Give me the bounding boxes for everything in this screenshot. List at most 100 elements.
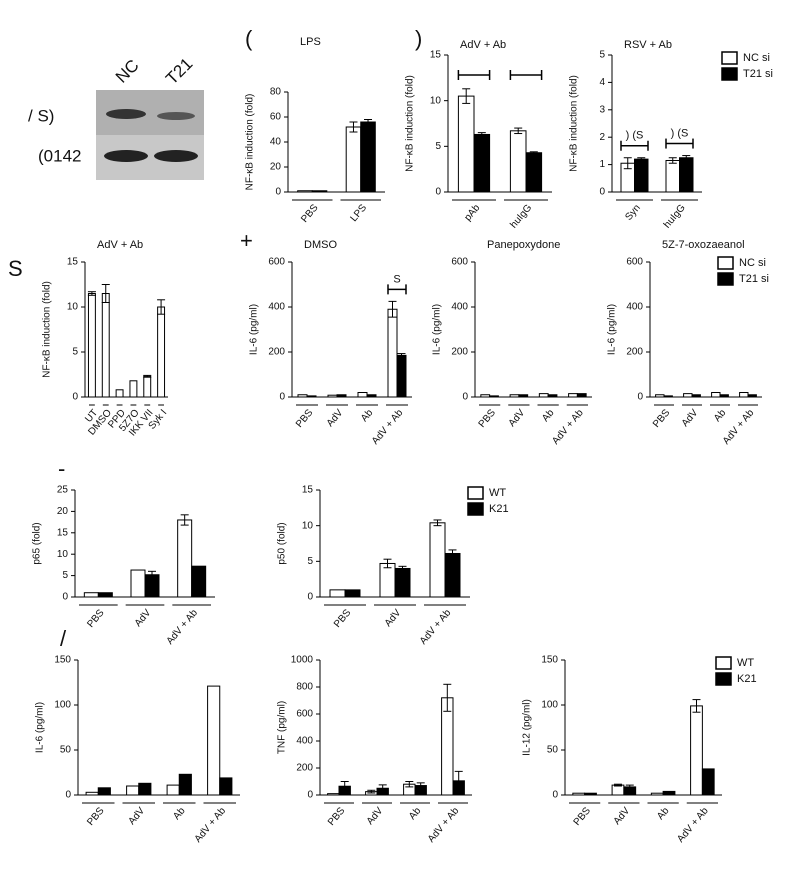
y-tick-label: 15 xyxy=(67,257,79,268)
error-bar xyxy=(405,781,414,788)
chart-panel: p50 (fold) 0 5 10 15 PBS AdV AdV + Ab WT K21 xyxy=(277,485,509,647)
y-tick-label: 400 xyxy=(626,302,643,313)
legend-label: T21 si xyxy=(739,273,769,285)
bar xyxy=(101,293,110,398)
x-tick-label: PBS xyxy=(85,805,107,828)
error-bar xyxy=(454,770,463,791)
y-tick-label: 400 xyxy=(296,736,313,747)
chart-panel: IL-12 (pg/ml) 0 50 100 150 PBS AdV Ab AdV + Ab WT… xyxy=(522,655,757,845)
legend-swatch xyxy=(717,272,734,286)
y-tick-label: 25 xyxy=(57,485,69,496)
y-tick-label: 40 xyxy=(270,137,282,148)
bar xyxy=(547,394,558,398)
chart-panel: Panepoxydone IL-6 (pg/ml) 0 200 400 600 PBS AdV… xyxy=(432,239,592,447)
bar xyxy=(360,121,376,193)
bar xyxy=(655,394,665,398)
bar xyxy=(683,393,693,398)
y-tick-label: 5 xyxy=(599,50,605,61)
bar xyxy=(329,589,346,598)
error-bar xyxy=(143,374,152,378)
error-bar xyxy=(477,132,486,137)
bar xyxy=(665,159,680,193)
lane-label: NC xyxy=(112,56,143,87)
y-tick-label: 1 xyxy=(599,159,605,170)
bar xyxy=(576,393,587,398)
y-tick-label: 15 xyxy=(302,485,314,496)
y-tick-label: 200 xyxy=(626,347,643,358)
chart-panel: RSV + Ab NF-κB induction (fold) 0 1 2 3 4 5 Syn)… xyxy=(569,39,773,231)
legend-label: K21 xyxy=(489,503,509,515)
y-tick-label: 400 xyxy=(268,302,285,313)
bar xyxy=(336,394,347,398)
bar xyxy=(219,777,233,796)
bar xyxy=(396,354,407,398)
y-axis-label: p65 (fold) xyxy=(32,522,43,564)
x-tick-label: AdV + Ab xyxy=(165,607,201,647)
x-tick-label: PBS xyxy=(85,607,107,630)
x-tick-label: AdV xyxy=(325,407,346,429)
y-tick-label: 600 xyxy=(296,709,313,720)
x-tick-label: AdV xyxy=(680,407,701,429)
error-bar xyxy=(397,353,406,358)
legend-swatch xyxy=(717,256,734,270)
error-bar xyxy=(157,299,166,315)
bar xyxy=(572,792,586,796)
significance-label: ) (S xyxy=(671,127,689,139)
panel-label: ) xyxy=(415,26,422,51)
error-bar xyxy=(613,783,622,787)
x-tick-label: AdV xyxy=(383,607,404,629)
error-bar xyxy=(101,284,110,303)
legend-label: WT xyxy=(489,487,506,499)
bar xyxy=(207,685,221,796)
blot-band xyxy=(106,109,146,119)
y-tick-label: 600 xyxy=(626,257,643,268)
panel-label: - xyxy=(58,456,65,481)
x-tick-label: LPS xyxy=(348,202,369,224)
bar xyxy=(394,567,411,598)
error-bar xyxy=(682,155,691,161)
bar xyxy=(379,562,396,598)
y-tick-label: 200 xyxy=(268,347,285,358)
y-tick-label: 50 xyxy=(547,745,559,756)
y-tick-label: 0 xyxy=(62,592,68,603)
x-tick-label: PBS xyxy=(294,407,316,430)
bar xyxy=(306,395,317,398)
legend-label: NC si xyxy=(739,257,766,269)
error-bar xyxy=(625,784,634,790)
legend-label: T21 si xyxy=(743,68,773,80)
chart-title: LPS xyxy=(300,36,321,48)
y-axis-label: IL-6 (pg/ml) xyxy=(607,304,618,355)
bar xyxy=(650,792,664,796)
y-tick-label: 15 xyxy=(430,50,442,61)
y-axis-label: IL-6 (pg/ml) xyxy=(35,702,46,753)
error-bar xyxy=(398,565,407,572)
western-blot: NC T21 / S) (0142 xyxy=(28,54,204,180)
y-tick-label: 20 xyxy=(270,162,282,173)
chart-title: DMSO xyxy=(304,239,337,251)
error-bar xyxy=(529,151,538,155)
x-tick-label: AdV + Ab xyxy=(550,407,586,447)
bar xyxy=(297,394,308,398)
bar xyxy=(297,190,313,193)
error-bar xyxy=(514,127,523,135)
bar xyxy=(480,394,491,398)
y-tick-label: 10 xyxy=(302,520,314,531)
x-tick-label: Ab xyxy=(540,407,557,424)
x-tick-label: PBS xyxy=(477,407,499,430)
y-tick-label: 20 xyxy=(57,506,69,517)
x-tick-label: Ab xyxy=(655,805,672,822)
legend-swatch xyxy=(467,486,484,500)
bar xyxy=(662,790,676,796)
y-tick-label: 400 xyxy=(451,302,468,313)
y-tick-label: 150 xyxy=(54,655,71,666)
x-tick-label: PBS xyxy=(326,805,348,828)
bar xyxy=(115,389,124,398)
bar xyxy=(457,95,475,193)
x-tick-label: huIgG xyxy=(508,202,534,230)
bar xyxy=(711,392,721,398)
significance-label: ) (S xyxy=(626,130,644,142)
bar xyxy=(568,393,578,398)
bar xyxy=(518,394,529,398)
